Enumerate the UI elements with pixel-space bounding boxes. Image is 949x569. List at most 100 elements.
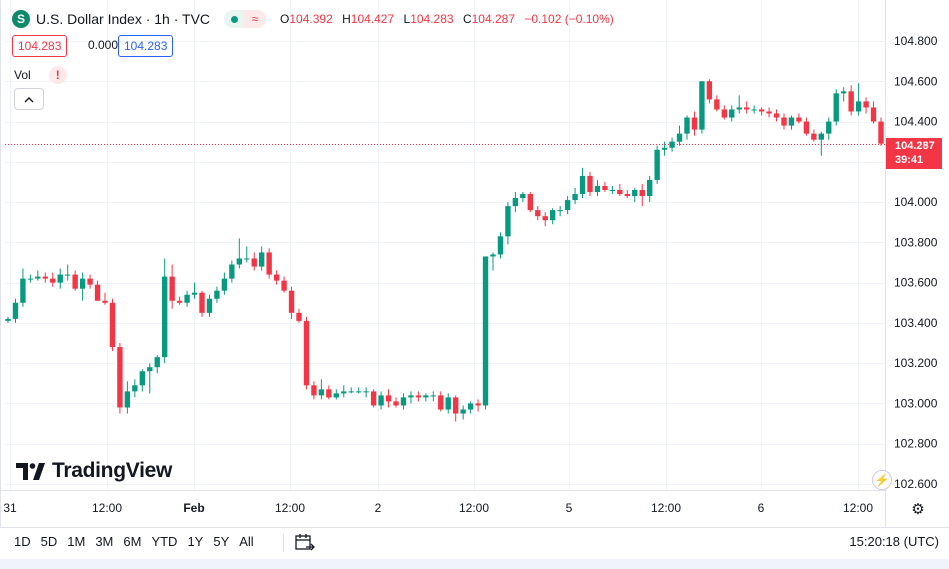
sell-price-button[interactable]: 104.283 bbox=[12, 35, 68, 57]
candle[interactable] bbox=[788, 115, 795, 130]
candle[interactable] bbox=[564, 196, 571, 215]
candle[interactable] bbox=[430, 391, 436, 402]
candle[interactable] bbox=[445, 393, 451, 414]
candle[interactable] bbox=[512, 192, 519, 213]
candle[interactable] bbox=[684, 115, 690, 140]
candle[interactable] bbox=[415, 391, 422, 402]
range-1y[interactable]: 1Y bbox=[187, 534, 204, 549]
candle[interactable] bbox=[475, 399, 481, 412]
warning-icon[interactable]: ! bbox=[48, 66, 67, 84]
candle[interactable] bbox=[229, 260, 235, 283]
candle[interactable] bbox=[20, 268, 26, 307]
candle[interactable] bbox=[79, 272, 86, 301]
candle[interactable] bbox=[154, 355, 160, 374]
volume-label[interactable]: Vol bbox=[14, 68, 31, 82]
candle[interactable] bbox=[654, 145, 660, 184]
candle[interactable] bbox=[572, 187, 578, 205]
candle[interactable] bbox=[109, 298, 116, 352]
candle[interactable] bbox=[751, 105, 757, 114]
candle[interactable] bbox=[841, 87, 847, 102]
candle[interactable] bbox=[341, 385, 347, 398]
utc-clock[interactable]: 15:20:18 (UTC) bbox=[849, 534, 939, 549]
range-3m[interactable]: 3M bbox=[95, 534, 114, 549]
candle[interactable] bbox=[303, 316, 310, 390]
candle[interactable] bbox=[378, 391, 384, 410]
candle[interactable] bbox=[527, 192, 533, 213]
range-6m[interactable]: 6M bbox=[123, 534, 142, 549]
candle[interactable] bbox=[27, 274, 34, 283]
candle[interactable] bbox=[617, 183, 623, 197]
candle[interactable] bbox=[460, 405, 466, 420]
candle[interactable] bbox=[647, 175, 653, 203]
candle[interactable] bbox=[557, 206, 563, 217]
candle[interactable] bbox=[326, 385, 332, 400]
candle[interactable] bbox=[296, 308, 302, 323]
candle[interactable] bbox=[602, 181, 608, 193]
candle[interactable] bbox=[818, 131, 824, 156]
dollar-symbol-icon[interactable]: S bbox=[12, 10, 30, 28]
candle[interactable] bbox=[288, 286, 295, 319]
range-1d[interactable]: 1D bbox=[14, 534, 31, 549]
candle[interactable] bbox=[505, 202, 511, 245]
candle[interactable] bbox=[199, 290, 205, 317]
candle[interactable] bbox=[5, 316, 11, 323]
candle[interactable] bbox=[535, 206, 541, 221]
candle[interactable] bbox=[147, 363, 153, 394]
candle[interactable] bbox=[311, 381, 317, 400]
candle[interactable] bbox=[736, 95, 742, 114]
candle[interactable] bbox=[251, 252, 257, 271]
candle[interactable] bbox=[848, 85, 854, 116]
candle[interactable] bbox=[236, 238, 242, 269]
candle[interactable] bbox=[214, 286, 220, 303]
candle[interactable] bbox=[766, 107, 772, 118]
candle[interactable] bbox=[579, 167, 586, 199]
candle[interactable] bbox=[773, 109, 780, 122]
candle[interactable] bbox=[363, 387, 369, 398]
candle[interactable] bbox=[191, 282, 198, 299]
candle[interactable] bbox=[863, 97, 869, 114]
candle[interactable] bbox=[221, 272, 228, 295]
candle[interactable] bbox=[587, 171, 593, 197]
range-5y[interactable]: 5Y bbox=[213, 534, 230, 549]
candle[interactable] bbox=[453, 395, 459, 422]
candle[interactable] bbox=[661, 141, 668, 156]
candle[interactable] bbox=[385, 389, 392, 408]
candle[interactable] bbox=[102, 292, 108, 305]
buy-price-button[interactable]: 104.283 bbox=[118, 35, 174, 57]
gear-icon[interactable]: ⚙ bbox=[911, 501, 925, 518]
candle[interactable] bbox=[609, 185, 616, 195]
lightning-icon[interactable]: ⚡ bbox=[872, 470, 892, 490]
candle[interactable] bbox=[423, 393, 429, 402]
candle[interactable] bbox=[550, 208, 556, 225]
candle[interactable] bbox=[42, 272, 48, 283]
candle[interactable] bbox=[370, 389, 377, 408]
candle[interactable] bbox=[72, 270, 78, 291]
candle[interactable] bbox=[94, 280, 101, 301]
candle[interactable] bbox=[266, 248, 272, 279]
candle[interactable] bbox=[318, 379, 325, 400]
candle[interactable] bbox=[117, 343, 123, 414]
candle[interactable] bbox=[124, 381, 131, 414]
candle[interactable] bbox=[721, 105, 727, 120]
candle[interactable] bbox=[348, 387, 354, 394]
candle[interactable] bbox=[691, 111, 698, 136]
candle[interactable] bbox=[826, 117, 832, 140]
collapse-button[interactable] bbox=[14, 88, 44, 110]
candle[interactable] bbox=[632, 187, 638, 203]
candle[interactable] bbox=[729, 105, 735, 122]
candle[interactable] bbox=[176, 296, 183, 305]
candle[interactable] bbox=[408, 391, 414, 404]
candle[interactable] bbox=[139, 369, 145, 392]
candle[interactable] bbox=[50, 272, 56, 287]
candle[interactable] bbox=[870, 101, 877, 124]
candle[interactable] bbox=[356, 387, 362, 394]
candle[interactable] bbox=[169, 264, 175, 309]
range-5d[interactable]: 5D bbox=[40, 534, 58, 549]
candle[interactable] bbox=[796, 113, 802, 124]
candle[interactable] bbox=[624, 190, 630, 199]
candle[interactable] bbox=[35, 270, 41, 281]
tradingview-logo[interactable]: TradingView bbox=[16, 459, 172, 483]
candle[interactable] bbox=[438, 391, 444, 412]
candle[interactable] bbox=[244, 246, 250, 263]
